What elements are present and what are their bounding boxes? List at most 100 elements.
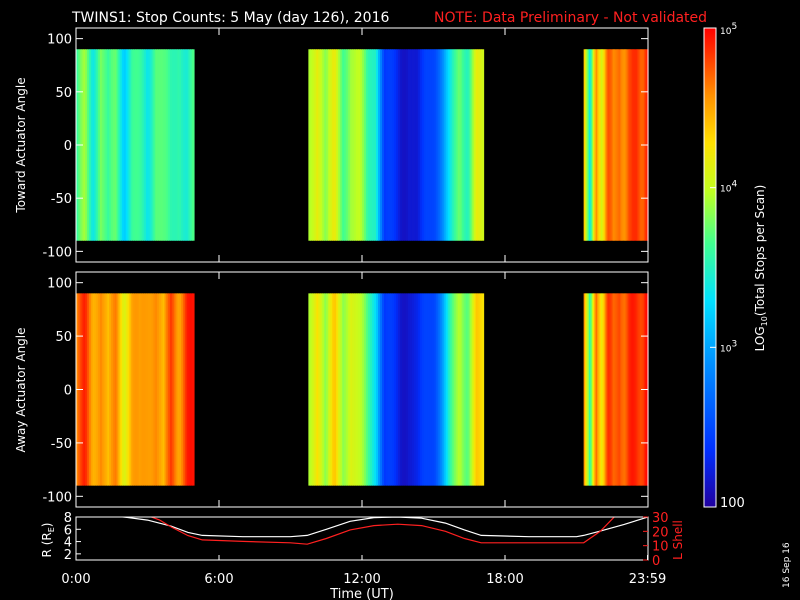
- time-xtick-label: 23:59: [629, 572, 666, 587]
- away-seg1-column: [368, 293, 371, 486]
- away-seg2-column: [635, 293, 638, 486]
- toward-seg1-column: [356, 49, 359, 241]
- colorbar: 105 104 103 100 LOG10(Total Stops per Scan): [703, 22, 769, 511]
- lshell-ytick-label: 10: [652, 540, 669, 555]
- toward-seg1-column: [346, 49, 349, 241]
- toward-seg2-column: [606, 49, 609, 241]
- away-seg0-column: [182, 293, 186, 486]
- away-seg1-column: [308, 293, 311, 486]
- toward-seg1-column: [374, 49, 377, 241]
- toward-seg0-column: [168, 49, 171, 241]
- time-xtick-label: 6:00: [204, 572, 233, 587]
- toward-seg0-column: [171, 49, 175, 241]
- toward-seg2-column: [609, 49, 612, 241]
- toward-seg0-column: [149, 49, 153, 241]
- away-seg1-column: [425, 293, 429, 486]
- toward-seg1-column: [445, 49, 449, 241]
- toward-seg1-column: [340, 49, 343, 241]
- away-seg1-column: [423, 293, 427, 486]
- toward-seg0-column: [190, 49, 193, 241]
- away-seg0-column: [144, 293, 147, 486]
- toward-seg1-column: [451, 49, 455, 241]
- toward-seg1-column: [336, 49, 339, 241]
- away-seg0-column: [158, 293, 162, 486]
- away-seg0-column: [127, 293, 131, 486]
- away-seg1-column: [433, 293, 437, 486]
- away-seg1-column: [320, 293, 323, 486]
- away-ytick-label: 100: [47, 277, 72, 292]
- away-seg1-column: [475, 293, 479, 486]
- toward-seg1-column: [318, 49, 321, 241]
- toward-seg0-column: [158, 49, 162, 241]
- away-seg0-column: [155, 293, 158, 486]
- away-seg1-column: [401, 293, 405, 486]
- toward-seg0-column: [133, 49, 136, 241]
- away-seg1-column: [395, 293, 399, 486]
- away-seg1-column: [393, 293, 397, 486]
- away-seg2-column: [622, 293, 625, 486]
- toward-seg1-column: [437, 49, 441, 241]
- time-xtick-label: 18:00: [486, 572, 523, 587]
- toward-seg1-column: [471, 49, 475, 241]
- away-seg0-column: [164, 293, 167, 486]
- toward-seg1-column: [330, 49, 333, 241]
- toward-seg1-column: [358, 49, 361, 241]
- away-seg1-column: [439, 293, 443, 486]
- toward-seg1-column: [455, 49, 459, 241]
- away-seg1-column: [405, 293, 409, 486]
- away-seg1-column: [384, 293, 387, 486]
- r-axis-label: R (RE): [40, 523, 56, 558]
- away-seg1-column: [310, 293, 313, 486]
- toward-seg1-column: [413, 49, 417, 241]
- toward-seg1-column: [433, 49, 437, 241]
- away-seg1-column: [411, 293, 415, 486]
- toward-seg1-column: [382, 49, 385, 241]
- away-seg0-column: [175, 293, 178, 486]
- r-ytick-label: 2: [64, 548, 72, 563]
- toward-seg1-column: [425, 49, 429, 241]
- away-seg0-column: [177, 293, 180, 486]
- away-seg1-column: [338, 293, 341, 486]
- toward-seg1-column: [308, 49, 311, 241]
- toward-seg2-column: [627, 49, 630, 241]
- toward-seg0-column: [118, 49, 121, 241]
- toward-seg2-column: [623, 49, 626, 241]
- toward-seg0-column: [164, 49, 167, 241]
- toward-seg2-column: [605, 49, 608, 241]
- toward-seg0-column: [94, 49, 97, 241]
- away-seg2-column: [607, 293, 610, 486]
- toward-seg2-column: [622, 49, 625, 241]
- away-seg2-column: [639, 293, 642, 486]
- toward-seg0-column: [122, 49, 125, 241]
- toward-seg1-column: [372, 49, 375, 241]
- away-seg0-column: [184, 293, 188, 486]
- toward-seg0-column: [184, 49, 188, 241]
- toward-seg1-column: [463, 49, 467, 241]
- away-seg1-column: [324, 293, 327, 486]
- away-seg2-column: [594, 293, 597, 486]
- away-seg0-column: [114, 293, 118, 486]
- toward-seg1-column: [465, 49, 469, 241]
- toward-seg0-column: [105, 49, 108, 241]
- away-seg0-column: [88, 293, 92, 486]
- toward-seg1-column: [368, 49, 371, 241]
- toward-seg1-column: [350, 49, 353, 241]
- away-seg1-column: [314, 293, 317, 486]
- toward-seg1-column: [405, 49, 409, 241]
- away-seg2-column: [611, 293, 614, 486]
- toward-seg0-column: [114, 49, 118, 241]
- away-seg1-column: [380, 293, 383, 486]
- toward-seg1-column: [312, 49, 315, 241]
- toward-seg2-column: [603, 49, 606, 241]
- away-seg1-column: [467, 293, 471, 486]
- away-seg1-column: [348, 293, 351, 486]
- toward-seg1-column: [344, 49, 347, 241]
- toward-seg2-column: [601, 49, 604, 241]
- toward-seg1-column: [407, 49, 411, 241]
- away-seg0-column: [181, 293, 184, 486]
- toward-seg0-column: [123, 49, 127, 241]
- toward-seg2-column: [629, 49, 632, 241]
- toward-seg1-column: [473, 49, 477, 241]
- away-seg2-column: [590, 293, 593, 486]
